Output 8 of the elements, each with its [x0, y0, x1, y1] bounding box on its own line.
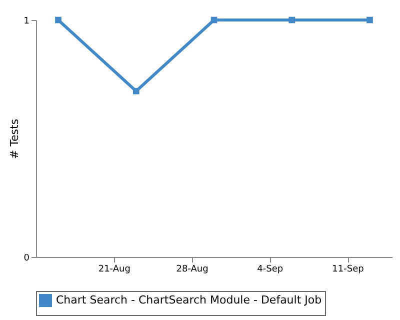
y-tick-label: 1 — [24, 16, 30, 26]
x-tick-label: 11-Sep — [332, 264, 364, 274]
x-tick-label: 21-Aug — [98, 264, 130, 274]
y-axis-title: # Tests — [8, 118, 21, 160]
x-tick-label: 4-Sep — [257, 264, 284, 274]
y-tick-label: 0 — [24, 254, 30, 264]
x-tick-label: 28-Aug — [176, 264, 208, 274]
legend-label: Chart Search - ChartSearch Module - Default Job — [56, 294, 322, 306]
